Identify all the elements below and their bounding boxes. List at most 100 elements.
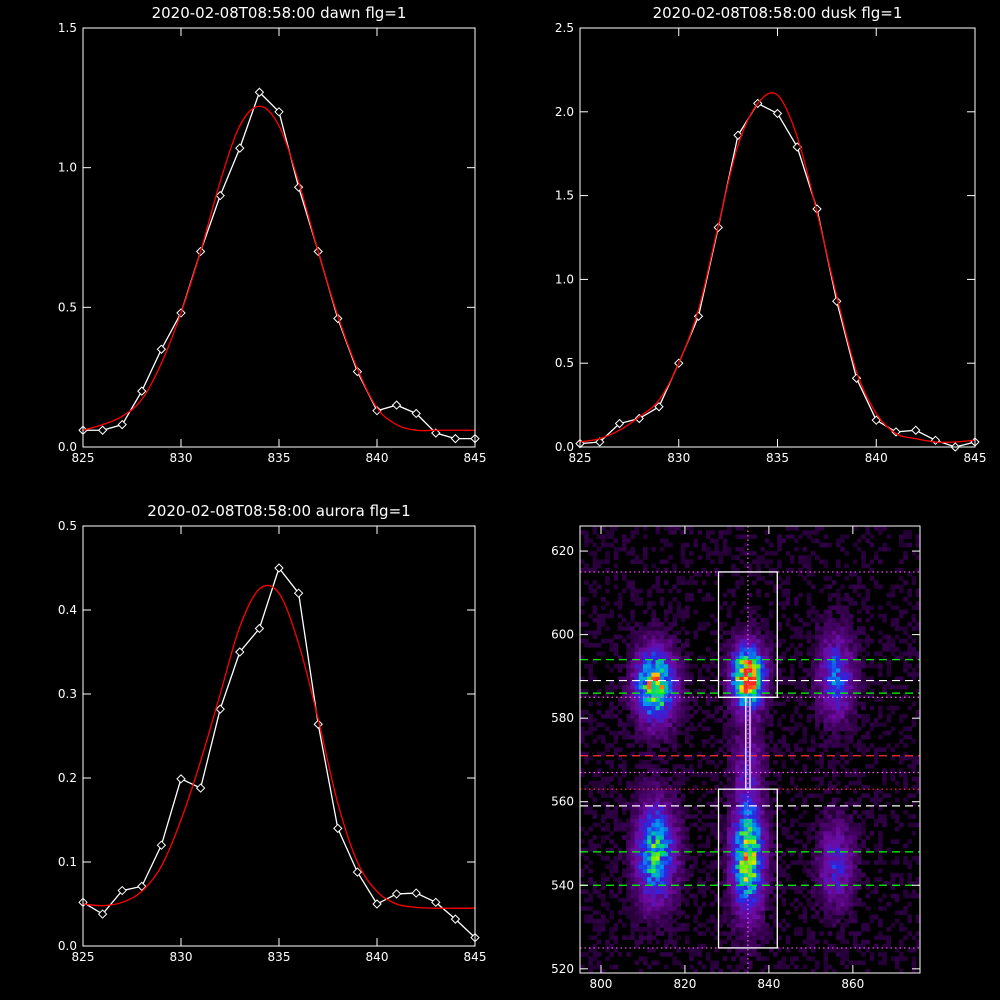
data-point-marker bbox=[372, 405, 382, 416]
heatmap-pixel bbox=[739, 672, 745, 677]
heatmap-pixel bbox=[638, 647, 644, 652]
heatmap-pixel bbox=[651, 914, 656, 920]
heatmap-pixel bbox=[705, 684, 711, 690]
heatmap-pixel bbox=[756, 722, 761, 727]
heatmap-pixel bbox=[580, 713, 585, 719]
heatmap-pixel bbox=[642, 709, 648, 715]
heatmap-pixel bbox=[626, 651, 631, 656]
heatmap-pixel bbox=[642, 868, 648, 874]
heatmap-pixel bbox=[626, 876, 631, 882]
heatmap-pixel bbox=[773, 663, 778, 669]
heatmap-pixel bbox=[848, 571, 854, 577]
heatmap-pixel bbox=[747, 952, 753, 957]
heatmap-pixel bbox=[806, 943, 812, 949]
heatmap-pixel bbox=[676, 851, 682, 857]
heatmap-pixel bbox=[844, 680, 850, 686]
heatmap-pixel bbox=[768, 868, 774, 874]
heatmap-pixel bbox=[655, 897, 661, 903]
heatmap-pixel bbox=[726, 613, 732, 619]
heatmap-pixel bbox=[689, 551, 694, 556]
heatmap-pixel bbox=[663, 688, 669, 694]
data-point-marker bbox=[235, 143, 245, 153]
heatmap-pixel bbox=[810, 538, 816, 544]
heatmap-pixel bbox=[672, 897, 677, 903]
heatmap-pixel bbox=[600, 918, 606, 924]
heatmap-pixel bbox=[668, 680, 673, 686]
heatmap-pixel bbox=[857, 672, 862, 677]
heatmap-pixel bbox=[630, 906, 635, 911]
heatmap-pixel bbox=[642, 655, 648, 661]
heatmap-pixel bbox=[873, 801, 879, 807]
heatmap-pixel bbox=[861, 555, 866, 560]
heatmap-pixel bbox=[689, 734, 694, 740]
heatmap-pixel bbox=[584, 693, 589, 698]
heatmap-pixel bbox=[714, 546, 719, 552]
heatmap-pixel bbox=[668, 793, 673, 798]
heatmap-pixel bbox=[848, 843, 854, 849]
heatmap-pixel bbox=[655, 772, 661, 778]
heatmap-pixel bbox=[747, 893, 753, 899]
heatmap-pixel bbox=[647, 780, 652, 786]
heatmap-pixel bbox=[819, 931, 824, 936]
heatmap-pixel bbox=[815, 638, 820, 644]
heatmap-pixel bbox=[596, 642, 602, 648]
heatmap-pixel bbox=[827, 743, 833, 748]
heatmap-pixel bbox=[714, 964, 719, 970]
heatmap-pixel bbox=[663, 768, 669, 773]
heatmap-pixel bbox=[836, 538, 841, 544]
heatmap-pixel bbox=[869, 914, 875, 920]
heatmap-pixel bbox=[668, 881, 673, 886]
heatmap-pixel bbox=[710, 743, 715, 748]
heatmap-pixel bbox=[794, 705, 799, 711]
heatmap-pixel bbox=[617, 851, 623, 857]
heatmap-pixel bbox=[609, 943, 614, 949]
heatmap-pixel bbox=[659, 856, 665, 861]
heatmap-pixel bbox=[630, 839, 635, 844]
heatmap-pixel bbox=[890, 956, 896, 961]
heatmap-pixel bbox=[710, 964, 715, 970]
heatmap-pixel bbox=[798, 713, 803, 719]
heatmap-pixel bbox=[659, 860, 665, 865]
heatmap-pixel bbox=[731, 906, 736, 911]
heatmap-pixel bbox=[642, 847, 648, 853]
heatmap-pixel bbox=[831, 642, 837, 648]
heatmap-pixel bbox=[672, 622, 677, 627]
heatmap-pixel bbox=[760, 801, 766, 807]
heatmap-pixel bbox=[663, 864, 669, 869]
heatmap-pixel bbox=[726, 755, 732, 761]
heatmap-pixel bbox=[777, 747, 782, 752]
heatmap-pixel bbox=[764, 684, 770, 690]
heatmap-pixel bbox=[819, 743, 824, 748]
heatmap-pixel bbox=[638, 889, 644, 895]
heatmap-pixel bbox=[848, 893, 854, 899]
heatmap-pixel bbox=[903, 843, 908, 849]
heatmap-pixel bbox=[668, 885, 673, 890]
heatmap-pixel bbox=[638, 739, 644, 744]
heatmap-pixel bbox=[592, 922, 598, 928]
heatmap-pixel bbox=[857, 576, 862, 581]
heatmap-pixel bbox=[798, 701, 803, 707]
heatmap-pixel bbox=[798, 680, 803, 686]
heatmap-pixel bbox=[710, 684, 715, 690]
heatmap-pixel bbox=[760, 918, 766, 924]
heatmap-pixel bbox=[647, 588, 652, 594]
heatmap-pixel bbox=[810, 584, 816, 590]
heatmap-pixel bbox=[626, 780, 631, 786]
heatmap-pixel bbox=[747, 651, 753, 656]
heatmap-pixel bbox=[726, 801, 732, 807]
heatmap-pixel bbox=[705, 789, 711, 794]
heatmap-pixel bbox=[806, 755, 812, 761]
heatmap-pixel bbox=[819, 885, 824, 890]
heatmap-pixel bbox=[752, 772, 757, 778]
heatmap-pixel bbox=[752, 910, 757, 915]
heatmap-pixel bbox=[663, 906, 669, 911]
heatmap-pixel bbox=[882, 814, 887, 819]
heatmap-pixel bbox=[684, 726, 690, 732]
heatmap-pixel bbox=[714, 751, 719, 757]
heatmap-pixel bbox=[810, 651, 816, 656]
heatmap-pixel bbox=[848, 914, 854, 920]
heatmap-pixel bbox=[752, 709, 757, 715]
heatmap-pixel bbox=[580, 709, 585, 715]
heatmap-pixel bbox=[672, 864, 677, 869]
heatmap-pixel bbox=[819, 830, 824, 836]
